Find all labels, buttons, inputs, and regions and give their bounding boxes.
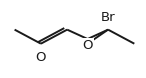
- Text: Br: Br: [101, 11, 115, 24]
- Text: O: O: [36, 51, 46, 64]
- Text: O: O: [82, 39, 93, 52]
